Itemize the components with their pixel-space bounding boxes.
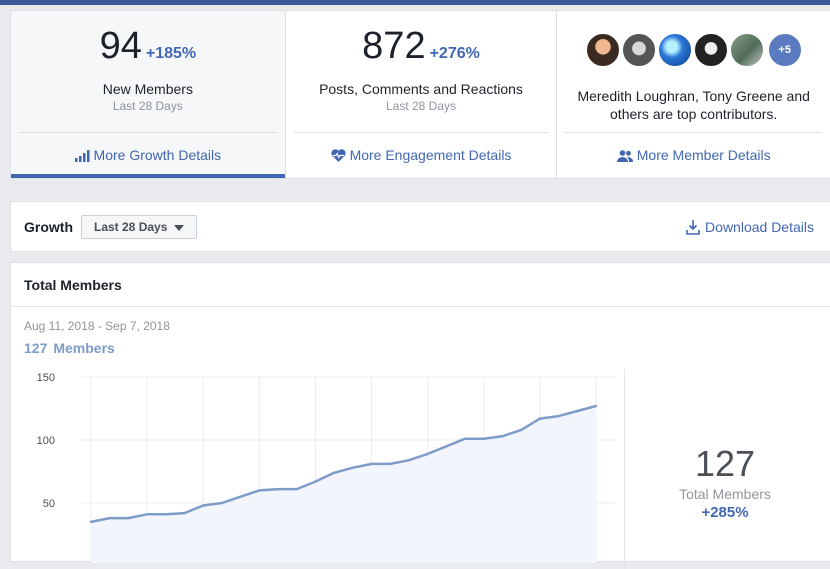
data-point — [426, 452, 429, 456]
data-point — [501, 435, 504, 438]
data-point — [445, 445, 448, 448]
divider — [11, 306, 830, 307]
data-point — [482, 437, 485, 440]
data-point — [202, 504, 205, 507]
more-engagement-details-link[interactable]: More Engagement Details — [286, 147, 557, 163]
engagement-stat: 872 +276% — [286, 25, 557, 68]
member-count-value: 127 — [24, 340, 48, 356]
data-point — [594, 404, 598, 408]
top-contributors-text: Meredith Loughran, Tony Greene and other… — [577, 88, 810, 122]
more-engagement-details-label: More Engagement Details — [349, 147, 512, 163]
avatar[interactable] — [621, 33, 656, 67]
bar-chart-icon — [74, 150, 90, 162]
data-point — [276, 487, 280, 491]
y-tick-label: 50 — [43, 498, 55, 510]
engagement-value: 872 — [362, 25, 426, 67]
more-growth-details-link[interactable]: More Growth Details — [11, 147, 285, 163]
date-range-text: Aug 11, 2018 - Sep 7, 2018 — [24, 319, 170, 333]
summary-total-delta: +285% — [701, 504, 749, 521]
divider — [293, 132, 549, 133]
download-icon — [686, 220, 700, 235]
member-count: 127 Members — [24, 340, 115, 356]
engagement-label: Posts, Comments and Reactions — [319, 81, 523, 97]
data-point — [389, 462, 392, 466]
people-icon — [616, 150, 633, 162]
engagement-delta: +276% — [429, 45, 480, 62]
data-point — [463, 437, 467, 440]
data-point — [108, 516, 111, 520]
new-members-stat: 94 +185% — [11, 25, 285, 68]
growth-toolbar: Growth Last 28 Days Download Details — [10, 201, 830, 252]
active-tab-indicator — [11, 174, 285, 178]
engagement-period: Last 28 Days — [385, 99, 457, 113]
insights-summary-cards: 94 +185% New Members Last 28 Days More Gr… — [10, 10, 830, 179]
new-members-period: Last 28 Days — [112, 99, 183, 113]
new-members-value: 94 — [99, 25, 142, 67]
top-nav-bar — [0, 0, 830, 5]
new-members-label: New Members — [102, 81, 193, 97]
data-point — [576, 409, 579, 413]
growth-title: Growth — [24, 219, 73, 235]
data-point — [351, 466, 355, 469]
data-point — [538, 417, 542, 420]
date-range-dropdown[interactable]: Last 28 Days — [81, 215, 197, 239]
divider — [565, 132, 823, 133]
contributor-avatars: +5 — [557, 33, 830, 67]
more-member-details-label: More Member Details — [636, 147, 771, 163]
engagement-card[interactable]: 872 +276% Posts, Comments and Reactions L… — [286, 11, 558, 178]
data-point — [239, 495, 242, 498]
members-growth-chart: 50 100 150 — [37, 372, 616, 563]
data-point — [145, 513, 149, 516]
series-area — [91, 406, 596, 563]
download-details-link[interactable]: Download Details — [686, 219, 814, 235]
avatar[interactable] — [657, 33, 692, 67]
data-point — [183, 511, 186, 515]
data-point — [127, 516, 130, 520]
avatar[interactable] — [729, 33, 764, 67]
data-point — [220, 501, 224, 505]
data-point — [332, 471, 336, 474]
new-members-delta: +185% — [145, 45, 197, 62]
avatar[interactable] — [693, 33, 728, 67]
data-point — [519, 428, 523, 432]
divider — [19, 132, 277, 133]
data-point — [295, 487, 298, 491]
y-tick-label: 100 — [37, 435, 55, 447]
avatar[interactable] — [585, 33, 620, 67]
member-count-label: Members — [53, 340, 115, 356]
summary-total-label: Total Members — [679, 486, 771, 502]
more-contributors-badge[interactable]: +5 — [767, 33, 802, 67]
data-point — [370, 462, 373, 466]
more-growth-details-label: More Growth Details — [93, 147, 222, 163]
data-point — [314, 480, 317, 483]
total-members-panel: Total Members Aug 11, 2018 - Sep 7, 2018… — [10, 262, 830, 569]
caret-down-icon — [174, 225, 184, 231]
new-members-card[interactable]: 94 +185% New Members Last 28 Days More Gr… — [11, 11, 286, 178]
data-point — [164, 513, 168, 516]
data-point — [557, 414, 560, 418]
summary-total-value: 127 — [694, 443, 756, 484]
chart-divider — [624, 369, 625, 569]
data-point — [258, 489, 261, 492]
download-details-label: Download Details — [705, 219, 814, 235]
more-member-details-link[interactable]: More Member Details — [557, 147, 830, 163]
heart-pulse-icon — [330, 149, 346, 162]
date-range-value: Last 28 Days — [94, 220, 168, 234]
data-point — [407, 458, 411, 462]
top-contributors-card[interactable]: +5 Meredith Loughran, Tony Greene and ot… — [557, 11, 830, 178]
series-line — [90, 404, 597, 524]
total-members-title: Total Members — [24, 277, 122, 293]
data-point — [89, 520, 93, 524]
y-tick-label: 150 — [37, 372, 55, 384]
